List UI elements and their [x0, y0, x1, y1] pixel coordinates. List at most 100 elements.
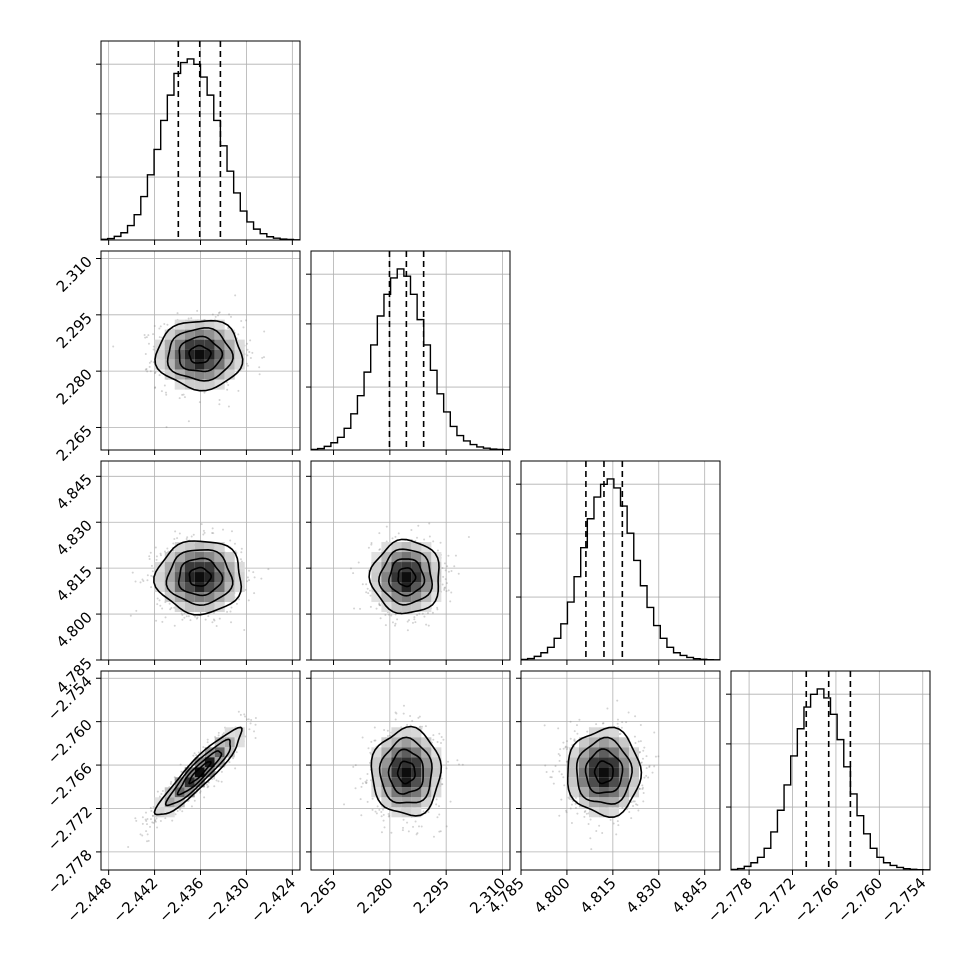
scatter-panel-0-2-point: [185, 615, 188, 618]
scatter-panel-0-3-point: [154, 820, 157, 823]
scatter-panel-1-2-point: [450, 569, 453, 572]
scatter-panel-2-3-contour-0: [593, 760, 614, 785]
scatter-panel-0-2-point: [244, 588, 247, 591]
scatter-panel-0-1-point: [152, 333, 155, 336]
scatter-panel-2-3-point: [565, 748, 568, 751]
scatter-panel-1-3-point: [387, 815, 390, 818]
scatter-panel-0-1-point: [112, 345, 115, 348]
scatter-panel-1-2-contour-0: [397, 567, 417, 588]
scatter-panel-1-2-point: [431, 611, 434, 614]
scatter-panel-0-2-point: [159, 554, 162, 557]
scatter-panel-0-1-density-cell: [164, 359, 175, 370]
scatter-panel-0-1-contour-2: [166, 327, 234, 382]
scatter-panel-0-3-point: [176, 810, 179, 813]
scatter-panel-1-3-density-cell: [381, 757, 392, 768]
scatter-panel-0-2-point: [159, 604, 162, 607]
scatter-panel-1-2-point: [457, 572, 460, 575]
scatter-panel-0-2-density-cell: [234, 562, 245, 573]
scatter-panel-1-3-point: [435, 798, 438, 801]
scatter-panel-2-3-density-cell: [578, 767, 589, 778]
scatter-panel-0-2-point: [135, 609, 138, 612]
scatter-panel-1-2-point: [442, 575, 445, 578]
scatter-panel-1-2-point: [385, 525, 388, 528]
scatter-panel-2-3-point: [598, 824, 601, 827]
scatter-panel-0-1-point: [187, 420, 190, 423]
scatter-panel-0-3-point: [213, 785, 216, 788]
scatter-panel-2-3-point: [558, 814, 561, 817]
scatter-panel-0-3-contour-0: [188, 761, 212, 785]
scatter-panel-0-1-density-cell: [204, 349, 215, 360]
scatter-panel-0-1-point: [144, 352, 147, 355]
scatter-panel-1-3-point: [406, 821, 409, 824]
scatter-panel-1-3-point: [439, 742, 442, 745]
scatter-panel-1-3-frame: [310, 670, 511, 871]
scatter-panel-2-3-density-cell: [608, 747, 619, 758]
scatter-panel-0-3-point: [217, 780, 220, 783]
scatter-panel-1-3-density-cell: [391, 747, 402, 758]
scatter-panel-0-2-density-cell: [214, 602, 225, 613]
scatter-panel-1-3-density-cell: [421, 757, 432, 768]
scatter-panel-0-2-point: [178, 532, 181, 535]
scatter-panel-0-1-density-cell: [184, 329, 195, 340]
scatter-panel-1-2-density-cell: [391, 602, 402, 613]
scatter-panel-0-1-point: [178, 397, 181, 400]
scatter-panel-1-3-point: [370, 740, 373, 743]
scatter-panel-0-3-density-cell: [204, 747, 215, 758]
scatter-panel-1-2-point: [423, 538, 426, 541]
scatter-panel-1-2-point: [378, 532, 381, 535]
scatter-panel-0-3-point: [205, 783, 208, 786]
scatter-panel-2-3-point: [565, 740, 568, 743]
scatter-panel-0-2-density-cell: [164, 552, 175, 563]
scatter-panel-0-3-point: [203, 796, 206, 799]
scatter-panel-2-3-point: [625, 721, 628, 724]
scatter-panel-0-1-point: [149, 370, 152, 373]
scatter-panel-0-1-point: [165, 426, 168, 429]
scatter-panel-0-3-point: [206, 741, 209, 744]
scatter-panel-0-3-point: [239, 713, 242, 716]
scatter-panel-0-1-density-cell: [214, 339, 225, 350]
scatter-panel-1-2-density-cell: [411, 562, 422, 573]
scatter-panel-0-3-point: [253, 730, 256, 733]
scatter-panel-2-3-point: [616, 718, 619, 721]
scatter-panel-0-2-point: [155, 619, 158, 622]
scatter-panel-0-3-point: [215, 779, 218, 782]
scatter-panel-2-3-point: [585, 812, 588, 815]
scatter-panel-0-1-point: [166, 323, 169, 326]
scatter-panel-2-3: [521, 671, 720, 870]
scatter-panel-1-3-point: [374, 810, 377, 813]
scatter-panel-0-3-point: [147, 839, 150, 842]
scatter-panel-1-2-point: [425, 623, 428, 626]
scatter-panel-2-3-point: [616, 722, 619, 725]
scatter-panel-0-2-point: [158, 599, 161, 602]
scatter-panel-0-1-density-cell: [184, 339, 195, 350]
scatter-panel-1-3-density-cell: [381, 747, 392, 758]
scatter-panel-0-1-density-cell: [184, 379, 195, 390]
scatter-panel-1-2-point: [384, 614, 387, 617]
scatter-panel-0-1-point: [148, 365, 151, 368]
hist-panel-3-histogram-step: [731, 688, 930, 871]
scatter-panel-2-3-density-cell: [618, 757, 629, 768]
scatter-panel-1-3-point: [395, 712, 398, 715]
scatter-panel-0-3-point: [249, 722, 252, 725]
scatter-panel-1-3-point: [427, 811, 430, 814]
scatter-panel-0-1-point: [227, 327, 230, 330]
scatter-panel-1-3-point: [438, 830, 441, 833]
scatter-panel-1-3-point: [412, 825, 415, 828]
scatter-panel-0-1-point: [144, 336, 147, 339]
scatter-panel-2-3-point: [595, 723, 598, 726]
scatter-panel-2-3-point: [643, 746, 646, 749]
scatter-panel-0-3-point: [152, 805, 155, 808]
scatter-panel-0-2-point: [247, 599, 250, 602]
scatter-panel-0-3-point: [193, 752, 196, 755]
scatter-panel-0-3-point: [228, 761, 231, 764]
scatter-panel-1-2-point: [445, 582, 448, 585]
scatter-panel-2-3-point: [636, 803, 639, 806]
scatter-panel-1-3: [311, 671, 510, 870]
scatter-panel-0-1-density-cell: [194, 359, 205, 370]
scatter-panel-0-1-point: [227, 405, 230, 408]
scatter-panel-2-3-point: [558, 770, 561, 773]
scatter-panel-2-3-point: [570, 803, 573, 806]
scatter-panel-1-2-point: [447, 570, 450, 573]
xtick-label-3-3: −2.760: [834, 874, 886, 926]
xtick-label-3-2: −2.766: [791, 874, 843, 926]
